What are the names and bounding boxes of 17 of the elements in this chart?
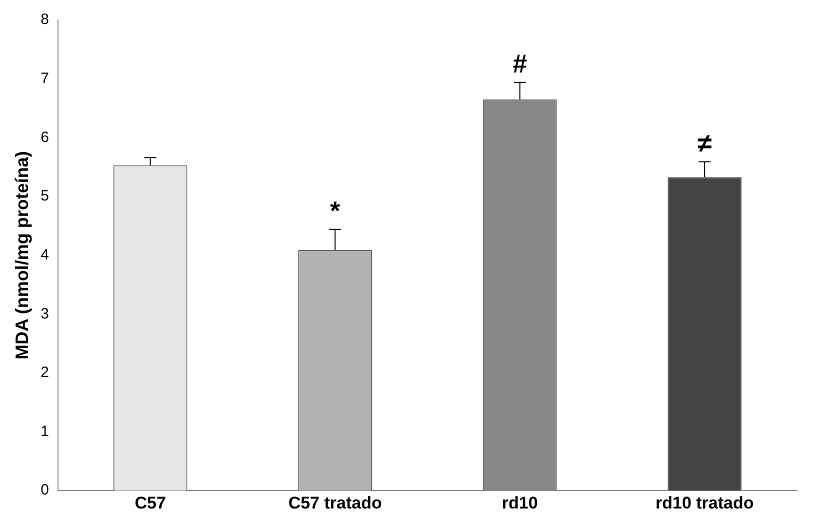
annotation: # [512,48,528,79]
x-tick-label: rd10 [502,493,538,512]
y-tick-label: 2 [40,364,49,382]
x-tick-label: C57 [134,493,166,512]
x-tick-label: rd10 tratado [655,493,754,512]
y-axis-title: MDA (nmol/mg proteína) [12,151,32,360]
y-tick-label: 6 [40,128,49,146]
annotation: ≠ [697,128,712,158]
annotation: * [330,196,342,226]
y-tick-label: 5 [40,188,49,205]
y-tick-label: 4 [40,246,49,264]
y-tick-label: 0 [40,482,49,499]
y-tick-label: 7 [40,70,49,87]
y-tick-label: 3 [40,305,49,322]
x-tick-label: C57 tratado [288,493,382,512]
y-tick-label: 8 [40,11,49,28]
y-tick-label: 1 [40,422,49,440]
